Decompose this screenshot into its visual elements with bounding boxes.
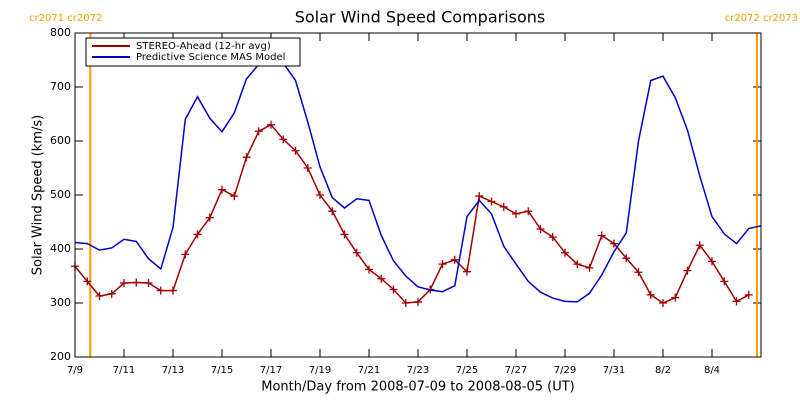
data-point xyxy=(120,279,128,288)
data-point xyxy=(401,299,410,307)
data-point xyxy=(438,260,447,269)
data-point xyxy=(463,267,471,276)
rotation-label: cr2071 cr2072 xyxy=(29,13,102,24)
data-point xyxy=(254,127,263,136)
data-point xyxy=(218,185,226,194)
data-point xyxy=(512,209,520,218)
data-point xyxy=(708,257,716,266)
data-point xyxy=(414,297,422,306)
series-line xyxy=(74,60,762,303)
x-tick-label: 7/29 xyxy=(554,365,576,376)
data-point xyxy=(365,265,373,274)
data-point xyxy=(132,278,141,287)
data-point xyxy=(156,286,165,295)
legend-box xyxy=(85,37,301,67)
y-tick-label: 400 xyxy=(50,242,71,255)
data-point xyxy=(646,290,655,299)
data-point xyxy=(720,277,729,286)
data-point xyxy=(107,289,116,298)
data-point xyxy=(303,164,312,172)
data-point xyxy=(242,153,251,162)
data-point xyxy=(450,255,459,264)
data-point xyxy=(205,213,214,222)
y-tick-label: 300 xyxy=(50,296,71,309)
data-point xyxy=(610,239,618,248)
series-line xyxy=(74,123,750,304)
x-tick-label: 7/21 xyxy=(358,365,380,376)
data-point xyxy=(291,146,300,155)
data-point xyxy=(83,277,92,286)
data-point xyxy=(340,230,349,239)
y-tick-label: 200 xyxy=(50,350,71,363)
x-tick-label: 7/13 xyxy=(162,365,184,376)
x-tick-label: 8/2 xyxy=(655,365,671,376)
data-point xyxy=(144,279,153,288)
data-point xyxy=(659,299,667,307)
data-point xyxy=(328,207,337,216)
data-point xyxy=(671,293,680,302)
data-point xyxy=(95,291,104,300)
data-point xyxy=(475,192,484,201)
data-point xyxy=(683,266,692,275)
data-point xyxy=(377,274,386,283)
x-tick-label: 7/19 xyxy=(309,365,331,376)
data-point xyxy=(744,290,753,299)
x-tick-label: 7/17 xyxy=(260,365,282,376)
data-point xyxy=(499,202,508,211)
x-axis-label: Month/Day from 2008-07-09 to 2008-08-05 … xyxy=(261,380,574,395)
data-point xyxy=(487,197,496,206)
chart-title: Solar Wind Speed Comparisons xyxy=(295,8,546,27)
x-tick-label: 7/15 xyxy=(211,365,233,376)
data-point xyxy=(267,120,275,129)
rotation-label: cr2072 cr2073 xyxy=(725,13,798,24)
data-point xyxy=(389,285,398,294)
y-tick-label: 800 xyxy=(50,26,71,39)
x-tick-label: 7/31 xyxy=(603,365,625,376)
data-point xyxy=(169,286,177,295)
data-point xyxy=(193,230,202,239)
data-point xyxy=(548,233,557,242)
data-point xyxy=(597,231,606,240)
y-tick-label: 500 xyxy=(50,188,71,201)
data-point xyxy=(524,207,533,216)
data-point xyxy=(634,268,643,277)
data-point xyxy=(230,192,239,201)
data-point xyxy=(695,241,704,250)
data-point xyxy=(573,260,582,269)
y-tick-label: 600 xyxy=(50,134,71,147)
y-axis-label: Solar Wind Speed (km/s) xyxy=(31,115,46,275)
legend-label: STEREO-Ahead (12-hr avg) xyxy=(136,41,271,52)
legend-label: Predictive Science MAS Model xyxy=(136,52,285,63)
y-tick-label: 700 xyxy=(50,80,71,93)
data-point xyxy=(561,248,569,257)
x-tick-label: 7/11 xyxy=(113,365,135,376)
x-tick-label: 8/4 xyxy=(704,365,720,376)
data-point xyxy=(585,263,594,272)
data-point xyxy=(536,225,545,234)
data-point xyxy=(352,248,361,257)
x-tick-label: 7/23 xyxy=(407,365,429,376)
data-point xyxy=(316,191,324,199)
data-point xyxy=(181,250,190,259)
plot-frame xyxy=(74,32,762,358)
x-tick-label: 7/9 xyxy=(67,365,83,376)
data-point xyxy=(279,135,288,144)
x-tick-label: 7/25 xyxy=(456,365,478,376)
x-tick-label: 7/27 xyxy=(505,365,527,376)
data-point xyxy=(732,297,741,306)
data-point xyxy=(622,254,631,263)
